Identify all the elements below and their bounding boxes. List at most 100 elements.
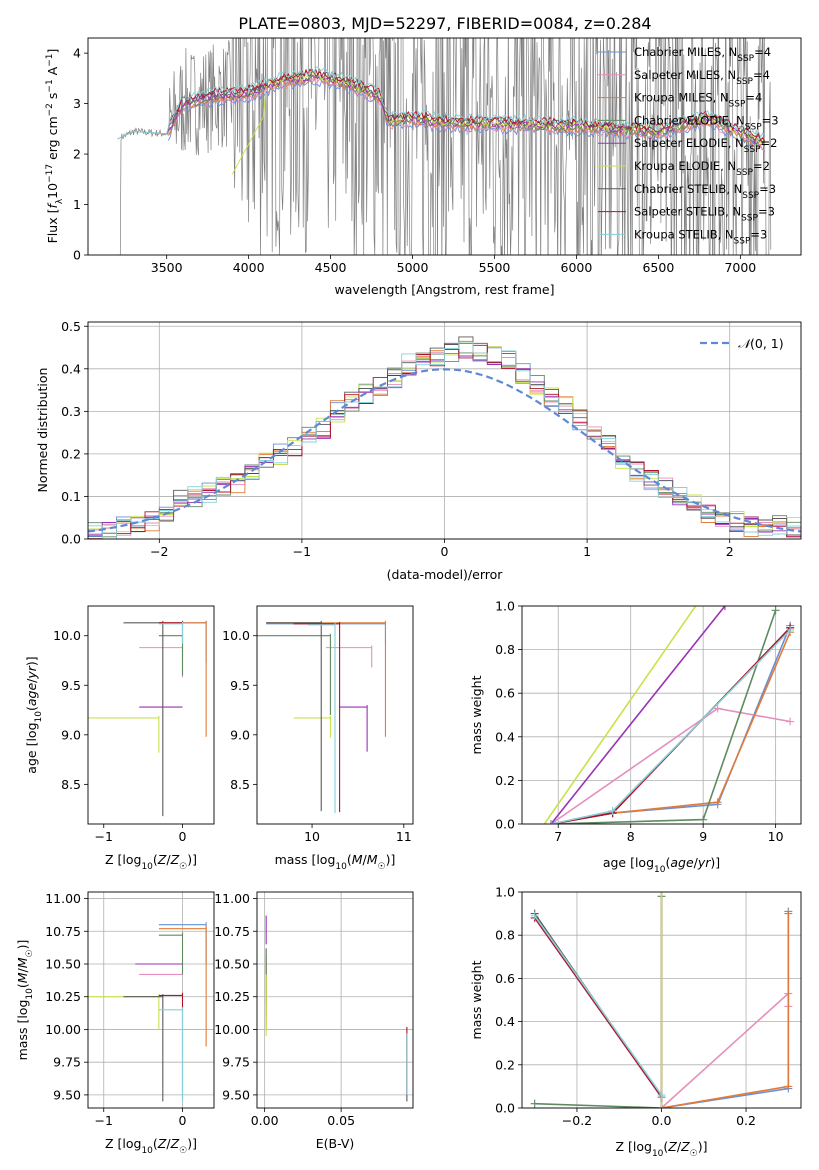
y-tick-label: 0.2: [61, 446, 81, 461]
x-tick-label: 4000: [233, 260, 265, 275]
axes-age_vs_mass: 10 11 8.5 9.0 9.5 10.0 mass [log10(M/M☉)]: [222, 605, 414, 872]
plot-area-age_vs_Z: [88, 620, 207, 817]
weight-marker: [786, 717, 795, 726]
x-axis-label: wavelength [Angstrom, rest frame]: [334, 282, 554, 297]
y-tick-label: 0.3: [61, 404, 81, 419]
y-tick-label: 0.8: [495, 928, 515, 943]
plot-area-residuals: [88, 336, 801, 539]
y-axis-label: age [log10(age/yr)]: [24, 656, 44, 773]
y-tick-label: 0.0: [61, 532, 81, 547]
axes-frame: [87, 891, 215, 1109]
y-tick-label: 10.25: [45, 989, 81, 1004]
x-tick-label: 5500: [479, 260, 511, 275]
y-tick-label: 9.50: [222, 1087, 250, 1102]
x-axis-label: Z [log10(Z/Z☉)]: [105, 852, 197, 872]
legend-label: Kroupa ELODIE, NSSP=2: [634, 159, 770, 178]
weight-line-7: [534, 917, 663, 1098]
y-tick-label: 0.4: [61, 361, 81, 376]
y-axis-label: mass weight: [469, 675, 484, 754]
weight-marker: [771, 606, 780, 615]
x-tick-label: 0: [441, 544, 449, 559]
x-axis-label: (data-model)/error: [387, 567, 504, 582]
axes-mass_vs_ebv: 0.00 0.05 9.50 9.75 10.00 10.25 10.50 10.75 11.0…: [214, 891, 414, 1151]
x-tick-label: 0: [179, 1113, 187, 1128]
weight-marker: [713, 704, 722, 713]
x-tick-label: 1: [583, 544, 591, 559]
x-tick-label: 6000: [561, 260, 593, 275]
y-tick-label: 8.5: [230, 777, 250, 792]
weight-marker: [525, 842, 533, 850]
x-axis-label: Z [log10(Z/Z☉)]: [615, 1139, 707, 1159]
x-tick-label: 5000: [397, 260, 429, 275]
y-axis-label: mass weight: [469, 960, 484, 1039]
plot-area-weight_vs_age: [525, 606, 795, 850]
y-tick-label: 3: [73, 96, 81, 111]
weight-line-6: [550, 627, 791, 824]
y-tick-label: 9.75: [222, 1055, 250, 1070]
axes-frame: [87, 321, 802, 540]
histogram-8: [88, 341, 801, 539]
legend-label: Kroupa STELIB, NSSP=3: [634, 227, 767, 246]
x-tick-label: 8: [627, 829, 635, 844]
y-tick-label: 11.00: [214, 891, 250, 906]
legend-label: Chabrier STELIB, NSSP=3: [634, 182, 776, 201]
y-tick-label: 8.5: [61, 777, 81, 792]
axes-frame: [87, 37, 802, 256]
weight-line-3: [534, 896, 663, 1108]
weight-marker: [657, 1104, 666, 1108]
weight-line-4: [550, 606, 726, 824]
y-tick-label: 0.0: [495, 817, 515, 832]
axes-frame: [256, 605, 414, 825]
weight-marker: [699, 815, 708, 824]
axes-weight_vs_Z: −0.2 0.0 0.2 0.0 0.2 0.4 0.6 0.8 1.0 Z [log10(Z/Z…: [469, 885, 802, 1159]
weight-marker: [608, 806, 617, 815]
axes-frame: [87, 605, 215, 825]
observed-spectrum: [115, 38, 772, 255]
x-tick-label: 10: [768, 829, 784, 844]
x-axis-label: Z [log10(Z/Z☉)]: [105, 1136, 197, 1156]
y-tick-label: 10.75: [45, 924, 81, 939]
weight-marker: [713, 798, 722, 807]
y-tick-label: 1.0: [495, 599, 515, 614]
x-tick-label: 11: [396, 829, 412, 844]
x-tick-label: 2: [726, 544, 734, 559]
weight-marker: [530, 1099, 539, 1108]
x-tick-label: −1: [95, 1113, 113, 1128]
weight-line-3: [550, 610, 777, 824]
model-spectrum-1: [168, 76, 765, 152]
model-spectrum-8: [117, 66, 765, 140]
legend-label: Salpeter MILES, NSSP=4: [634, 68, 770, 87]
y-tick-label: 0.6: [495, 686, 515, 701]
weight-line-7: [550, 627, 791, 824]
weight-marker: [546, 820, 555, 824]
weight-marker: [784, 909, 793, 918]
x-tick-label: 7: [554, 829, 562, 844]
gaussian-curve: [88, 368, 801, 533]
weight-line-2: [550, 631, 791, 824]
axes-frame: [521, 891, 802, 1109]
x-tick-label: 0.05: [327, 1113, 355, 1128]
y-tick-label: 0.5: [61, 319, 81, 334]
x-tick-label: 7000: [724, 260, 756, 275]
x-tick-label: −0.2: [562, 1113, 592, 1128]
legend-label: Salpeter STELIB, NSSP=3: [634, 205, 775, 224]
y-tick-label: 0.4: [495, 729, 515, 744]
x-tick-label: 6500: [642, 260, 674, 275]
plot-area-mass_vs_Z: [88, 922, 207, 1102]
weight-line-8: [550, 629, 791, 824]
x-axis-label: E(B-V): [316, 1136, 355, 1151]
x-tick-label: 3500: [151, 260, 183, 275]
y-tick-label: 9.0: [61, 727, 81, 742]
y-tick-label: 0: [73, 248, 81, 263]
weight-marker: [786, 625, 795, 634]
y-tick-label: 4: [73, 46, 81, 61]
x-tick-label: 0.0: [652, 1113, 672, 1128]
y-tick-label: 9.75: [53, 1055, 81, 1070]
legend-label: Chabrier ELODIE, NSSP=3: [634, 113, 779, 132]
y-tick-label: 0.0: [495, 1101, 515, 1116]
y-tick-label: 10.0: [222, 628, 250, 643]
y-tick-label: 9.5: [61, 678, 81, 693]
axes-weight_vs_age: 7 8 9 10 0.0 0.2 0.4 0.6 0.8 1.0 age [log10(age/yr…: [469, 599, 802, 875]
model-spectrum-5: [231, 71, 764, 175]
axes-residuals: −2 −1 0 1 2 0.0 0.1 0.2 0.3 0.4 0.5 𝒩(0, 1) (data-mo…: [35, 319, 802, 582]
